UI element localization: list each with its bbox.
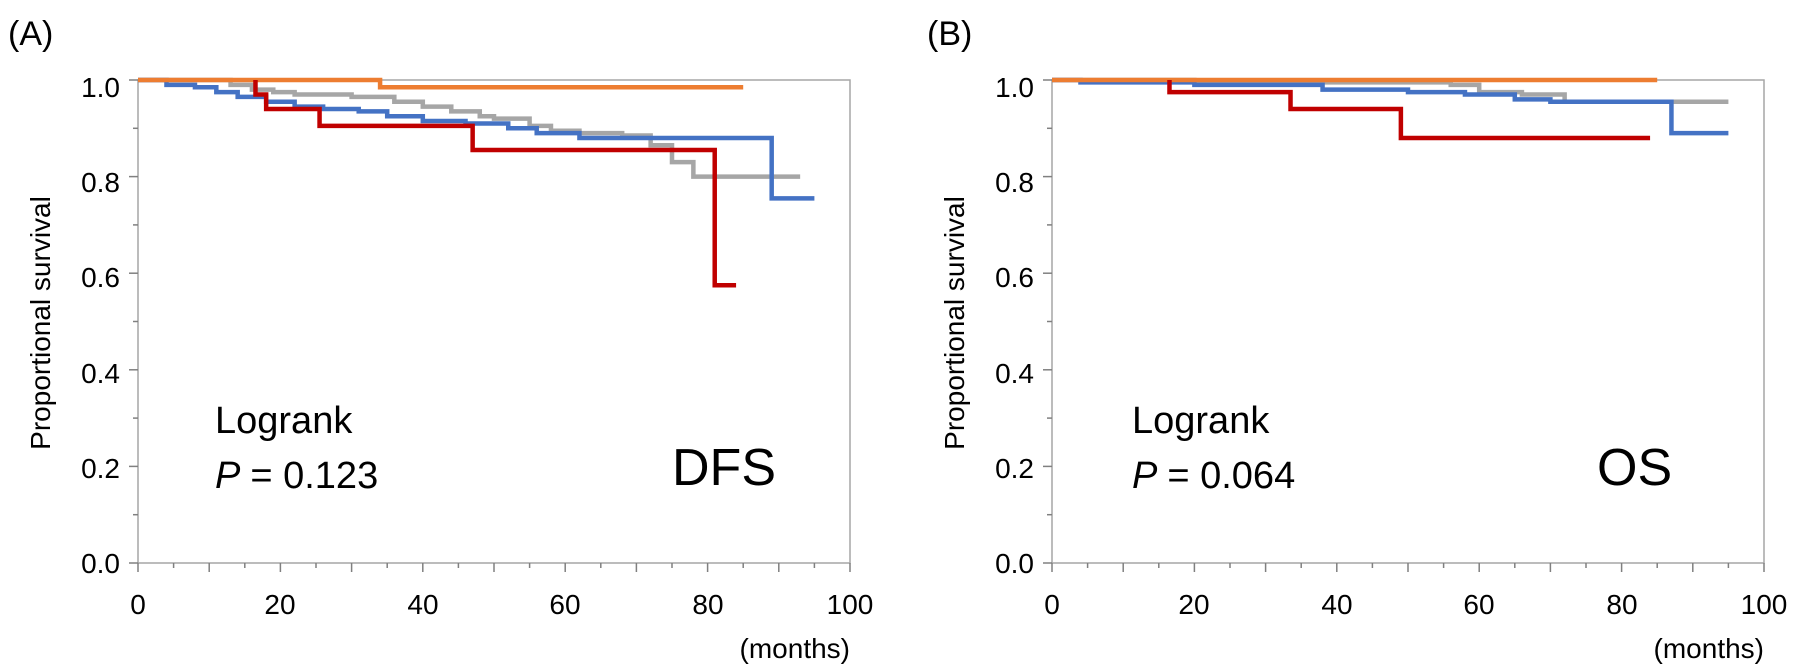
x-tick-label: 20	[1178, 589, 1209, 620]
x-tick-label: 80	[692, 589, 723, 620]
panel-a: (A) Proportional survival (months) 0.0 0…	[8, 15, 873, 664]
survival-curve	[1052, 77, 1729, 136]
y-tick-label: 0.2	[81, 453, 120, 484]
x-tick-label: 100	[827, 589, 874, 620]
y-tick-labels: 0.0 0.2 0.4 0.6 0.8 1.0	[995, 72, 1034, 579]
p-value: = 0.123	[250, 455, 378, 497]
survival-curve	[253, 80, 737, 288]
survival-curve	[138, 77, 744, 90]
y-axis-label: Proportional survival	[25, 196, 56, 450]
y-tick-label: 0.4	[995, 358, 1034, 389]
x-tick-label: 0	[130, 589, 146, 620]
tick-marks	[1043, 79, 1765, 572]
p-value-annotation: P = 0.064	[1132, 455, 1295, 497]
x-tick-label: 20	[264, 589, 295, 620]
y-tick-labels: 0.0 0.2 0.4 0.6 0.8 1.0	[81, 72, 120, 579]
y-tick-label: 0.6	[81, 262, 120, 293]
x-tick-label: 0	[1044, 589, 1060, 620]
endpoint-label: DFS	[672, 439, 776, 497]
series-layer	[1052, 77, 1729, 141]
y-axis-label: Proportional survival	[939, 196, 970, 450]
y-tick-label: 1.0	[81, 72, 120, 103]
p-symbol: P	[215, 455, 241, 497]
x-axis-label: (months)	[1654, 633, 1764, 664]
endpoint-label: OS	[1597, 439, 1672, 497]
y-tick-label: 0.6	[995, 262, 1034, 293]
x-tick-label: 40	[1321, 589, 1352, 620]
x-tick-label: 60	[1463, 589, 1494, 620]
x-tick-label: 100	[1741, 589, 1788, 620]
y-tick-label: 0.4	[81, 358, 120, 389]
y-tick-label: 0.0	[995, 548, 1034, 579]
panel-label: (B)	[927, 15, 972, 53]
survival-curve	[138, 77, 815, 201]
logrank-label: Logrank	[215, 400, 353, 442]
p-value-annotation: P = 0.123	[215, 455, 378, 497]
p-symbol: P	[1132, 455, 1158, 497]
y-tick-label: 0.0	[81, 548, 120, 579]
logrank-label: Logrank	[1132, 400, 1270, 442]
y-tick-label: 1.0	[995, 72, 1034, 103]
y-tick-label: 0.2	[995, 453, 1034, 484]
p-value: = 0.064	[1167, 455, 1295, 497]
x-tick-labels: 0 20 40 60 80 100	[130, 589, 873, 620]
chart-svg-b: (B) Proportional survival (months) 0.0 0…	[927, 15, 1787, 664]
x-tick-label: 60	[549, 589, 580, 620]
panel-label: (A)	[8, 15, 53, 53]
x-axis-label: (months)	[740, 633, 850, 664]
y-tick-label: 0.8	[995, 167, 1034, 198]
series-layer	[138, 77, 815, 288]
chart-svg-a: (A) Proportional survival (months) 0.0 0…	[8, 15, 873, 664]
y-tick-label: 0.8	[81, 167, 120, 198]
x-tick-labels: 0 20 40 60 80 100	[1044, 589, 1787, 620]
x-tick-label: 80	[1606, 589, 1637, 620]
tick-marks	[129, 79, 851, 572]
panel-b: (B) Proportional survival (months) 0.0 0…	[914, 0, 1800, 666]
survival-curve	[1167, 80, 1651, 141]
x-tick-label: 40	[407, 589, 438, 620]
